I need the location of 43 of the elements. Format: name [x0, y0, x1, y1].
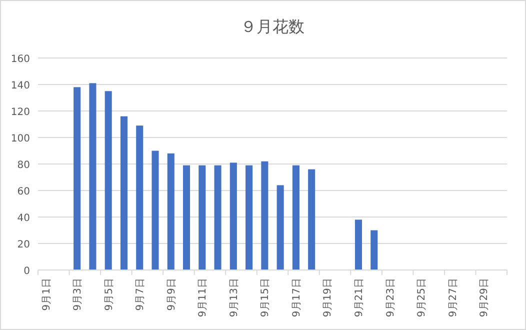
bar [152, 150, 159, 270]
y-tick-label: 80 [17, 160, 30, 171]
x-tick-label: 9月21日 [354, 278, 365, 318]
bar [370, 230, 378, 270]
x-tick-label: 9月19日 [322, 278, 334, 318]
y-tick-label: 20 [17, 240, 30, 250]
x-tick-label: 9月23日 [385, 278, 396, 318]
bar [354, 220, 362, 270]
bar [261, 161, 268, 270]
x-tick-label: 9月9日 [166, 278, 178, 311]
bar [276, 185, 284, 270]
x-tick-label: 9月15日 [260, 278, 272, 318]
bar [198, 165, 206, 270]
bar [183, 165, 190, 270]
bar [74, 87, 81, 270]
y-tick-label: 0 [24, 266, 30, 277]
chart-title: ９月花数 [240, 17, 304, 36]
bar [292, 165, 300, 270]
x-tick-label: 9月27日 [448, 278, 459, 318]
y-tick-label: 100 [10, 134, 30, 144]
y-tick-label: 40 [17, 213, 30, 224]
x-tick-label: 9月11日 [198, 278, 209, 318]
bar [167, 153, 174, 270]
x-tick-label: 9月5日 [104, 278, 115, 311]
x-tick-label: 9月25日 [416, 278, 428, 318]
x-tick-label: 9月1日 [41, 278, 52, 311]
x-tick-label: 9月17日 [291, 278, 302, 318]
y-tick-label: 140 [10, 80, 30, 92]
bar [136, 126, 144, 270]
bar [214, 165, 222, 270]
bar [308, 169, 316, 270]
y-tick-label: 60 [17, 186, 30, 198]
y-tick-label: 160 [10, 54, 30, 65]
bar [104, 91, 112, 270]
bar [120, 116, 128, 270]
y-tick-label: 120 [10, 107, 30, 118]
x-tick-label: 9月29日 [479, 278, 490, 318]
bar [230, 162, 237, 270]
x-tick-label: 9月7日 [135, 278, 146, 311]
bar [89, 83, 96, 270]
bar [246, 165, 253, 270]
x-tick-label: 9月13日 [228, 278, 240, 318]
x-tick-label: 9月3日 [72, 278, 84, 311]
